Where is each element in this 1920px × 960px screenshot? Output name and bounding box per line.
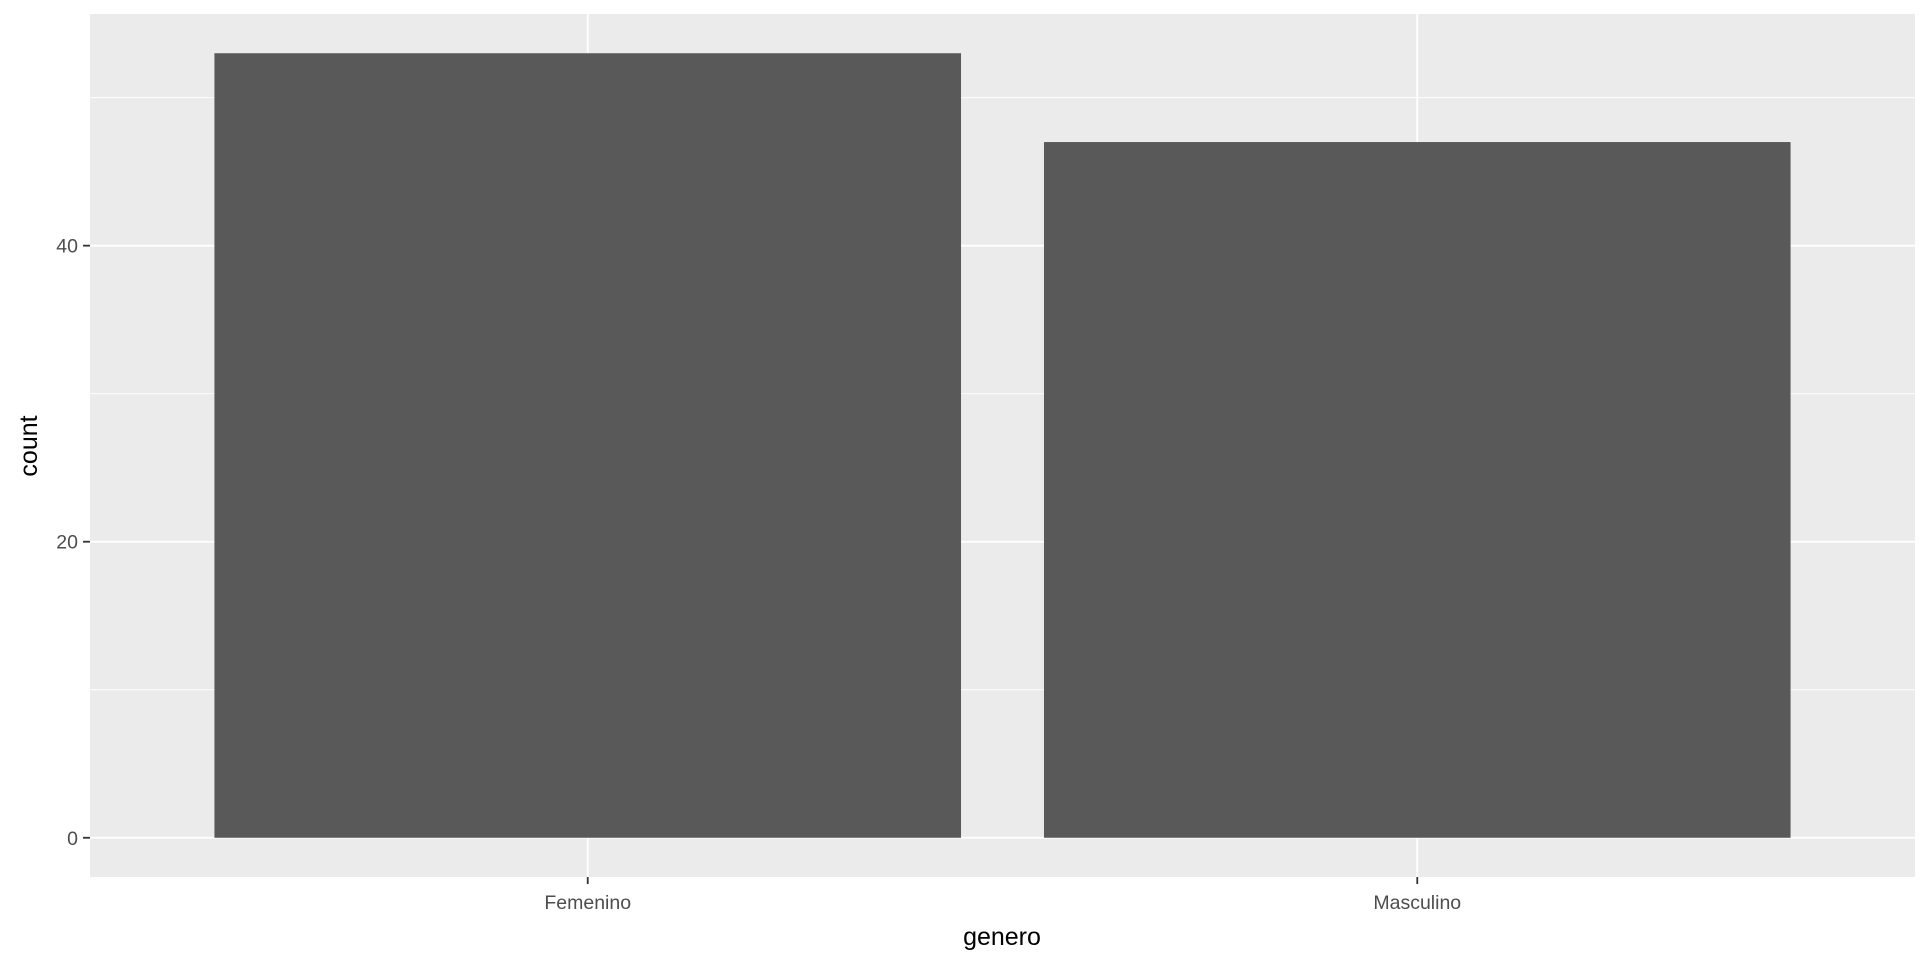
y-axis-title: count: [15, 415, 43, 476]
y-tick-label: 20: [56, 532, 78, 554]
x-axis-title: genero: [963, 923, 1041, 951]
x-tick-label: Femenino: [544, 892, 631, 914]
bar-femenino: [214, 53, 962, 838]
bars: [214, 53, 1791, 838]
x-tick-label: Masculino: [1373, 892, 1461, 914]
bar-masculino: [1043, 142, 1791, 838]
y-tick-label: 0: [67, 828, 78, 850]
y-tick-label: 40: [56, 236, 78, 258]
y-axis: 0 20 40: [56, 236, 90, 850]
x-axis: Femenino Masculino: [544, 877, 1461, 914]
